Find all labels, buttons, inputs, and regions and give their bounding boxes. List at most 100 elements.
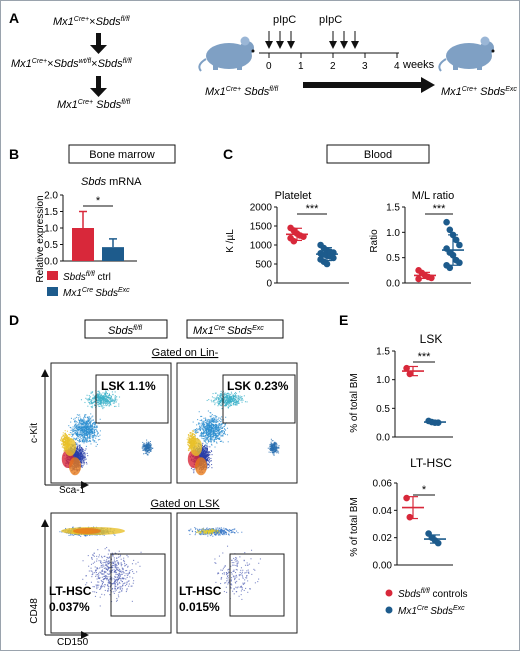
- flow-event: [78, 438, 79, 439]
- flow-event: [93, 394, 94, 395]
- flow-event: [217, 436, 218, 437]
- flow-event: [65, 437, 66, 438]
- flow-event: [216, 397, 217, 398]
- flow-event: [87, 426, 88, 427]
- pipc-label-1: pIpC: [273, 14, 296, 26]
- flow-event: [87, 419, 88, 420]
- flow-event: [79, 428, 80, 429]
- flow-event: [205, 442, 206, 443]
- flow-event: [244, 395, 245, 396]
- flow-event: [88, 441, 89, 442]
- flow-event: [84, 426, 85, 427]
- flow-event: [90, 432, 91, 433]
- flow-event: [83, 437, 84, 438]
- flow-event: [230, 401, 231, 402]
- flow-event: [106, 401, 107, 402]
- flow-event: [80, 445, 81, 446]
- cross2-text: Mx1Cre+×Sbdswt/fl×Sbdsfl/fl: [11, 58, 132, 70]
- flow-event: [273, 447, 274, 448]
- flow-event: [82, 434, 83, 435]
- flow-event: [90, 434, 91, 435]
- flow-event: [84, 450, 85, 451]
- flow-event: [215, 403, 216, 404]
- flow-event: [94, 426, 95, 427]
- flow-event: [89, 422, 90, 423]
- y-tick-label: 1000: [250, 241, 273, 252]
- data-point: [324, 261, 331, 268]
- flow-event: [190, 432, 191, 433]
- flow-event: [276, 444, 277, 445]
- flow-event: [150, 445, 151, 446]
- flow-event: [235, 394, 236, 395]
- flow-event: [81, 429, 82, 430]
- flow-event: [92, 416, 93, 417]
- flow-event: [220, 424, 221, 425]
- flow-event: [95, 424, 96, 425]
- flow-event: [203, 431, 204, 432]
- flow-event: [101, 394, 102, 395]
- flow-event: [216, 422, 217, 423]
- y-tick-label: 0.0: [44, 257, 58, 268]
- flow-event: [219, 396, 220, 397]
- y-tick-label: 1500: [250, 222, 273, 233]
- flow-event: [86, 435, 87, 436]
- flow-event: [79, 448, 80, 449]
- panel-c: Blood Platelet M/L ratio K /µL Ratio 050…: [225, 145, 471, 290]
- flow-event: [68, 437, 69, 438]
- flow-event: [211, 418, 212, 419]
- flow-event: [218, 428, 219, 429]
- flow-event: [211, 400, 212, 401]
- flow-event: [219, 428, 220, 429]
- flow-event: [150, 441, 151, 442]
- flow-event: [209, 427, 210, 428]
- flow-event: [215, 433, 216, 434]
- flow-event: [225, 404, 226, 405]
- flow-event: [194, 429, 195, 430]
- flow-event: [238, 396, 239, 397]
- flow-event: [97, 400, 98, 401]
- flow-event: [277, 451, 278, 452]
- flow-event: [215, 400, 216, 401]
- flow-event: [96, 446, 97, 447]
- flow-event: [207, 446, 208, 447]
- flow-event: [227, 428, 228, 429]
- flow-event: [84, 416, 85, 417]
- flow-event: [119, 396, 120, 397]
- flow-event: [205, 420, 206, 421]
- flow-event: [110, 400, 111, 401]
- flow-event: [226, 395, 227, 396]
- flow-event: [207, 454, 208, 455]
- flow-event: [231, 405, 232, 406]
- flow-event: [210, 416, 211, 417]
- flow-event: [202, 433, 203, 434]
- flow-event: [98, 404, 99, 405]
- chart-b: 0.00.51.01.52.0*: [44, 191, 137, 268]
- flow-event: [108, 402, 109, 403]
- flow-event: [97, 434, 98, 435]
- flow-event: [216, 433, 217, 434]
- flow-event: [83, 438, 84, 439]
- flow-event: [208, 421, 209, 422]
- flow-event: [217, 401, 218, 402]
- flow-event: [204, 452, 205, 453]
- flow-event: [107, 404, 108, 405]
- data-point: [291, 238, 298, 245]
- flow-event: [115, 402, 116, 403]
- flow-event: [118, 406, 119, 407]
- flow-event: [106, 399, 107, 400]
- flow-event: [205, 454, 206, 455]
- flow-event: [82, 440, 83, 441]
- flow-event: [146, 453, 147, 454]
- flow-event: [100, 395, 101, 396]
- flow-event: [207, 437, 208, 438]
- flow-event: [221, 423, 222, 424]
- flow-event: [79, 447, 80, 448]
- flow-event: [214, 418, 215, 419]
- flow-event: [214, 425, 215, 426]
- flow-event: [89, 395, 90, 396]
- flow-event: [81, 450, 82, 451]
- flow-event: [97, 444, 98, 445]
- flow-event: [227, 397, 228, 398]
- flow-event: [275, 442, 276, 443]
